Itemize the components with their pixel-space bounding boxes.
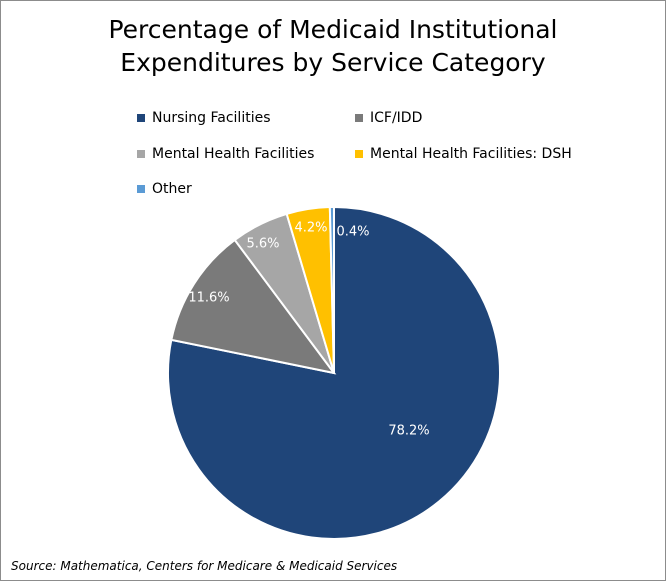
data-label: 78.2% <box>388 424 429 439</box>
legend-label: Mental Health Facilities: DSH <box>370 146 572 162</box>
legend-swatch <box>355 150 363 158</box>
legend-swatch <box>355 114 363 122</box>
chart-title-line-1: Percentage of Medicaid Institutional <box>108 15 558 44</box>
legend-label: ICF/IDD <box>370 110 423 126</box>
data-label: 5.6% <box>246 237 279 252</box>
legend-swatch <box>137 114 145 122</box>
data-label: 4.2% <box>294 221 327 236</box>
pie-slice-nursing-facilities <box>167 205 501 540</box>
source-note: Source: Mathematica, Centers for Medicar… <box>11 559 398 573</box>
legend-swatch <box>137 150 145 158</box>
pie-slice-other <box>328 205 335 374</box>
chart-title: Percentage of Medicaid Institutional Exp… <box>1 13 665 79</box>
legend-item-icf-idd: ICF/IDD <box>355 110 422 126</box>
legend-item-other: Other <box>137 181 192 197</box>
legend-swatch <box>137 185 145 193</box>
data-label: 0.4% <box>336 225 369 240</box>
legend-label: Mental Health Facilities <box>152 146 315 162</box>
legend-label: Nursing Facilities <box>152 110 271 126</box>
legend-item-mental-health-facilities: Mental Health Facilities <box>137 146 314 162</box>
legend-item-nursing-facilities: Nursing Facilities <box>137 110 271 126</box>
data-label: 11.6% <box>188 291 229 306</box>
chart-legend: Nursing Facilities ICF/IDD Mental Health… <box>1 1 665 201</box>
chart-title-line-2: Expenditures by Service Category <box>120 48 546 77</box>
pie-slice-icf-idd <box>170 238 337 375</box>
legend-item-mental-health-facilities-dsh: Mental Health Facilities: DSH <box>355 146 572 162</box>
legend-label: Other <box>152 181 192 197</box>
